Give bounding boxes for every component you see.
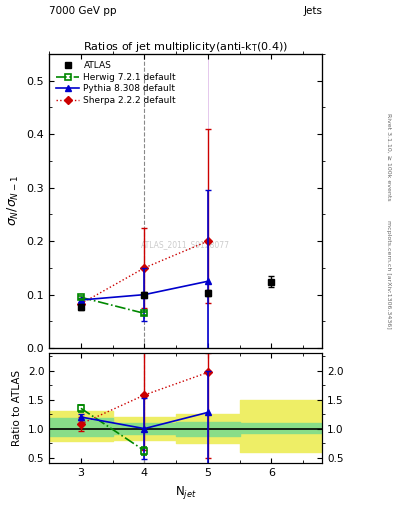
Text: ATLAS_2011_S9128077: ATLAS_2011_S9128077 xyxy=(141,241,230,250)
Y-axis label: $\sigma_N/\sigma_{N-1}$: $\sigma_N/\sigma_{N-1}$ xyxy=(6,176,21,226)
Title: Ratios of jet multiplicity(anti-k$_\mathregular{T}$(0.4)): Ratios of jet multiplicity(anti-k$_\math… xyxy=(83,39,288,54)
Text: Jets: Jets xyxy=(303,6,322,16)
Text: Rivet 3.1.10, ≥ 100k events: Rivet 3.1.10, ≥ 100k events xyxy=(386,113,391,201)
Legend: ATLAS, Herwig 7.2.1 default, Pythia 8.308 default, Sherpa 2.2.2 default: ATLAS, Herwig 7.2.1 default, Pythia 8.30… xyxy=(53,58,179,108)
X-axis label: N$_{jet}$: N$_{jet}$ xyxy=(175,484,196,501)
Text: 7000 GeV pp: 7000 GeV pp xyxy=(49,6,117,16)
Text: mcplots.cern.ch [arXiv:1306.3436]: mcplots.cern.ch [arXiv:1306.3436] xyxy=(386,220,391,329)
Y-axis label: Ratio to ATLAS: Ratio to ATLAS xyxy=(12,370,22,446)
